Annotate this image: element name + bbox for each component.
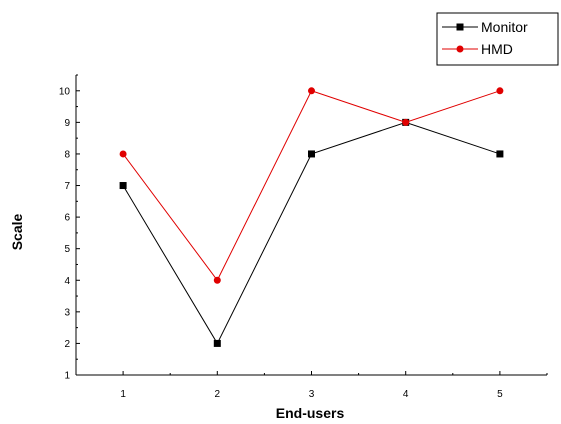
data-point xyxy=(308,87,315,95)
data-point xyxy=(213,339,221,347)
data-point xyxy=(496,150,504,158)
x-tick-label: 1 xyxy=(120,389,126,400)
series-layer xyxy=(119,87,504,347)
y-tick-label: 4 xyxy=(64,276,70,287)
legend-box xyxy=(436,12,559,66)
y-tick-label: 1 xyxy=(64,371,70,382)
series-monitor xyxy=(119,118,504,347)
data-point xyxy=(308,150,315,158)
legend-label: Monitor xyxy=(481,19,528,35)
axes: 1 2 3 4 5 6 7 8 9 10 1 2 3 4 5 xyxy=(59,74,548,400)
data-point xyxy=(402,118,410,126)
x-tick-label: 4 xyxy=(403,389,409,400)
x-tick-label: 5 xyxy=(497,389,503,400)
legend-marker xyxy=(456,45,464,53)
y-tick-label: 10 xyxy=(59,86,71,97)
y-tick-label: 3 xyxy=(64,307,70,318)
y-tick-label: 5 xyxy=(64,244,70,255)
legend-label: HMD xyxy=(481,41,513,57)
x-tick-label: 3 xyxy=(309,389,315,400)
y-tick-label: 7 xyxy=(64,181,70,192)
data-point xyxy=(213,276,221,284)
data-point xyxy=(119,182,127,190)
series-hmd xyxy=(119,87,504,284)
data-point xyxy=(119,150,127,158)
x-axis-title: End-users xyxy=(276,405,345,421)
y-tick-label: 8 xyxy=(64,149,70,160)
series-line xyxy=(122,90,501,282)
y-axis-title: Scale xyxy=(9,213,25,250)
legend: Monitor HMD xyxy=(436,12,559,66)
y-tick-label: 6 xyxy=(64,213,70,224)
legend-marker xyxy=(456,23,464,31)
x-tick-label: 2 xyxy=(215,389,221,400)
y-tick-label: 2 xyxy=(64,339,70,350)
y-tick-label: 9 xyxy=(64,118,70,129)
data-point xyxy=(496,87,504,95)
